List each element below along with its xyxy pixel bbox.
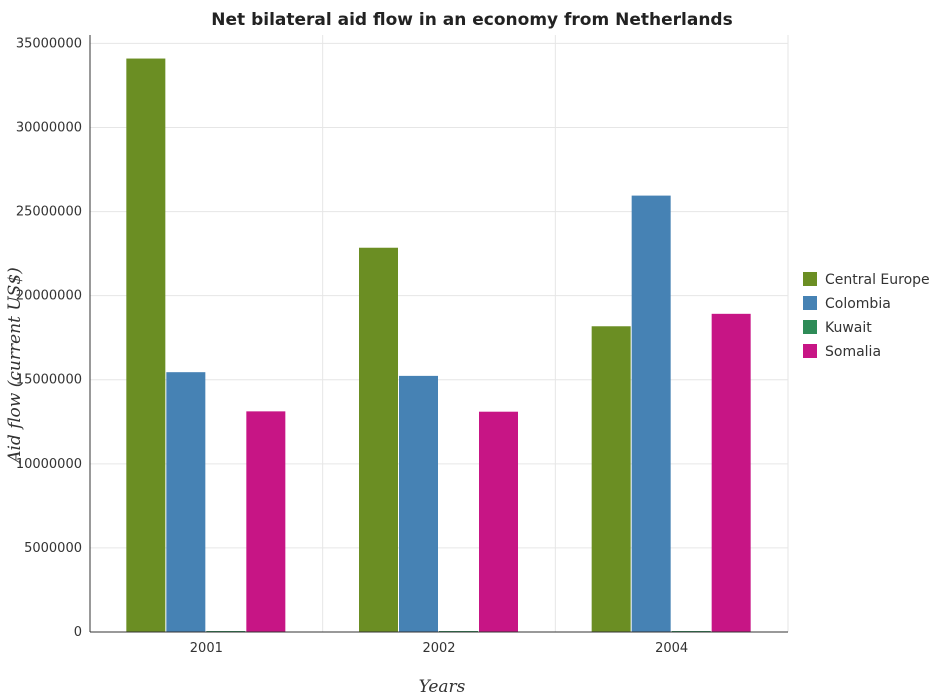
bar-colombia-2004	[631, 195, 671, 632]
x-tick-label: 2004	[655, 641, 688, 656]
x-axis-title: Years	[419, 677, 466, 697]
bar-somalia-2004	[711, 313, 751, 632]
y-tick-label: 25000000	[16, 205, 82, 220]
bar-somalia-2002	[479, 411, 518, 632]
legend-swatch	[803, 296, 817, 310]
legend-label: Somalia	[825, 344, 881, 360]
axes: 0 5000000 10000000 15000000 20000000 25000000…	[16, 35, 788, 656]
legend-label: Colombia	[825, 296, 891, 312]
bar-somalia-2001	[246, 411, 286, 632]
gridlines	[89, 35, 789, 633]
y-tick-label: 30000000	[16, 120, 82, 135]
y-tick-label: 20000000	[16, 289, 82, 304]
legend-swatch	[803, 344, 817, 358]
bar-central-europe-2002	[359, 247, 398, 632]
y-tick-label: 10000000	[16, 457, 82, 472]
bar-central-europe-2004	[591, 326, 631, 632]
legend-swatch	[803, 272, 817, 286]
legend-label: Central Europe	[825, 272, 930, 288]
bar-central-europe-2001	[126, 58, 166, 633]
bar-colombia-2001	[166, 372, 206, 632]
x-tick-label: 2001	[190, 641, 223, 656]
bars	[126, 58, 751, 633]
bar-colombia-2002	[399, 375, 438, 632]
legend-swatch	[803, 320, 817, 334]
chart-title: Net bilateral aid flow in an economy fro…	[211, 10, 732, 30]
y-tick-label: 5000000	[24, 541, 82, 556]
y-tick-label: 35000000	[16, 36, 82, 51]
y-tick-label: 0	[74, 625, 82, 640]
y-tick-label: 15000000	[16, 373, 82, 388]
legend: Central Europe Colombia Kuwait Somalia	[803, 272, 930, 360]
y-axis-title: Aid flow (current US$)	[5, 267, 25, 465]
legend-label: Kuwait	[825, 320, 872, 336]
x-tick-label: 2002	[422, 641, 455, 656]
